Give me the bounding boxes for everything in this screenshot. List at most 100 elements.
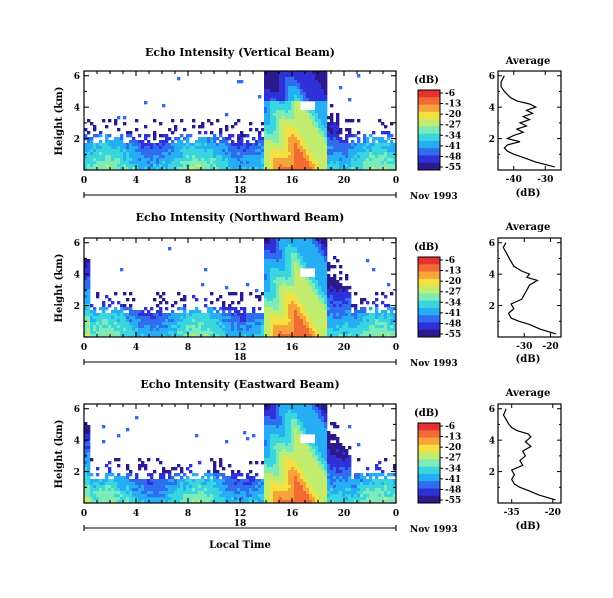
heatmap-cell xyxy=(273,241,277,245)
heatmap-cell xyxy=(285,277,289,281)
heatmap-cell xyxy=(303,467,307,471)
heatmap-cell xyxy=(135,155,139,159)
heatmap-cell xyxy=(279,131,283,135)
heatmap-cell xyxy=(270,259,274,263)
colorbar-segment xyxy=(418,90,440,98)
heatmap-cell xyxy=(258,146,262,150)
heatmap-cell xyxy=(243,491,247,495)
heatmap-cell xyxy=(336,164,340,168)
heatmap-cell xyxy=(201,325,205,329)
heatmap-cell xyxy=(189,149,193,153)
heatmap-cell xyxy=(93,316,97,320)
heatmap-cell xyxy=(291,295,295,299)
heatmap-cell xyxy=(141,485,145,489)
heatmap-cell xyxy=(114,479,118,483)
heatmap-cell xyxy=(330,158,334,162)
heatmap-cell xyxy=(309,449,313,453)
heatmap-cell xyxy=(201,500,205,504)
heatmap-cell xyxy=(267,158,271,162)
heatmap-cell xyxy=(210,473,214,477)
heatmap-cell xyxy=(276,325,280,329)
heatmap-cell xyxy=(279,328,283,332)
heatmap-cell xyxy=(162,161,166,165)
heatmap-cell xyxy=(96,158,100,162)
heatmap-cell xyxy=(222,488,226,492)
heatmap-cell xyxy=(288,455,292,459)
heatmap-cell xyxy=(279,464,283,468)
heatmap-cell xyxy=(294,434,298,438)
heatmap-cell xyxy=(342,152,346,156)
heatmap-cell xyxy=(153,322,157,326)
heatmap-cell xyxy=(369,143,373,147)
heatmap-cell xyxy=(216,500,220,504)
heatmap-cell xyxy=(84,292,88,296)
heatmap-cell xyxy=(138,485,142,489)
heatmap-cell xyxy=(228,331,232,335)
heatmap-cell xyxy=(276,410,280,414)
heatmap-cell xyxy=(198,310,202,314)
heatmap-cell xyxy=(183,143,187,147)
heatmap-cell xyxy=(87,497,91,501)
heatmap-cell xyxy=(318,149,322,153)
heatmap-cell xyxy=(243,307,247,311)
heatmap-cell xyxy=(342,304,346,308)
heatmap-cell xyxy=(201,482,205,486)
heatmap-cell xyxy=(303,410,307,414)
heatmap-cell xyxy=(273,470,277,474)
heatmap-cell xyxy=(231,500,235,504)
heatmap-cell xyxy=(252,479,256,483)
heatmap-cell xyxy=(291,268,295,272)
heatmap-cell xyxy=(222,473,226,477)
heatmap-cell xyxy=(210,152,214,156)
heatmap-cell xyxy=(219,316,223,320)
heatmap-cell xyxy=(318,473,322,477)
heatmap-cell xyxy=(273,334,277,338)
heatmap-cell xyxy=(246,283,250,287)
heatmap-cell xyxy=(171,304,175,308)
heatmap-cell xyxy=(183,137,187,141)
heatmap-cell xyxy=(207,316,211,320)
heatmap-cell xyxy=(162,473,166,477)
heatmap-cell xyxy=(279,425,283,429)
heatmap-cell xyxy=(291,74,295,78)
heatmap-cell xyxy=(225,440,229,444)
heatmap-cell xyxy=(327,434,331,438)
heatmap-cell xyxy=(300,244,304,248)
heatmap-cell xyxy=(321,268,325,272)
heatmap-cell xyxy=(285,322,289,326)
heatmap-cell xyxy=(174,125,178,129)
heatmap-cell xyxy=(111,316,115,320)
heatmap-cell xyxy=(285,244,289,248)
heatmap-cell xyxy=(336,319,340,323)
heatmap-cell xyxy=(342,292,346,296)
heatmap-cell xyxy=(135,164,139,168)
heatmap-cell xyxy=(147,488,151,492)
heatmap-cell xyxy=(318,143,322,147)
heatmap-cell xyxy=(333,125,337,129)
heatmap-cell xyxy=(297,304,301,308)
heatmap-cell xyxy=(93,494,97,498)
heatmap-cell xyxy=(147,155,151,159)
heatmap-cell xyxy=(207,310,211,314)
heatmap-cell xyxy=(273,500,277,504)
heatmap-cell xyxy=(288,491,292,495)
heatmap-cell xyxy=(123,307,127,311)
heatmap-cell xyxy=(291,334,295,338)
heatmap-cell xyxy=(282,116,286,120)
heatmap-cell xyxy=(345,298,349,302)
heatmap-cell xyxy=(237,470,241,474)
heatmap-cell xyxy=(267,416,271,420)
heatmap-cell xyxy=(321,104,325,108)
heatmap-cell xyxy=(300,149,304,153)
heatmap-cell xyxy=(360,319,364,323)
heatmap-cell xyxy=(315,95,319,99)
heatmap-cell xyxy=(339,86,343,90)
heatmap-cell xyxy=(279,428,283,432)
heatmap-cell xyxy=(285,286,289,290)
heatmap-cell xyxy=(315,434,319,438)
heatmap-cell xyxy=(117,325,121,329)
heatmap-cell xyxy=(177,152,181,156)
heatmap-cell xyxy=(240,80,244,84)
heatmap-cell xyxy=(186,140,190,144)
heatmap-cell xyxy=(309,473,313,477)
